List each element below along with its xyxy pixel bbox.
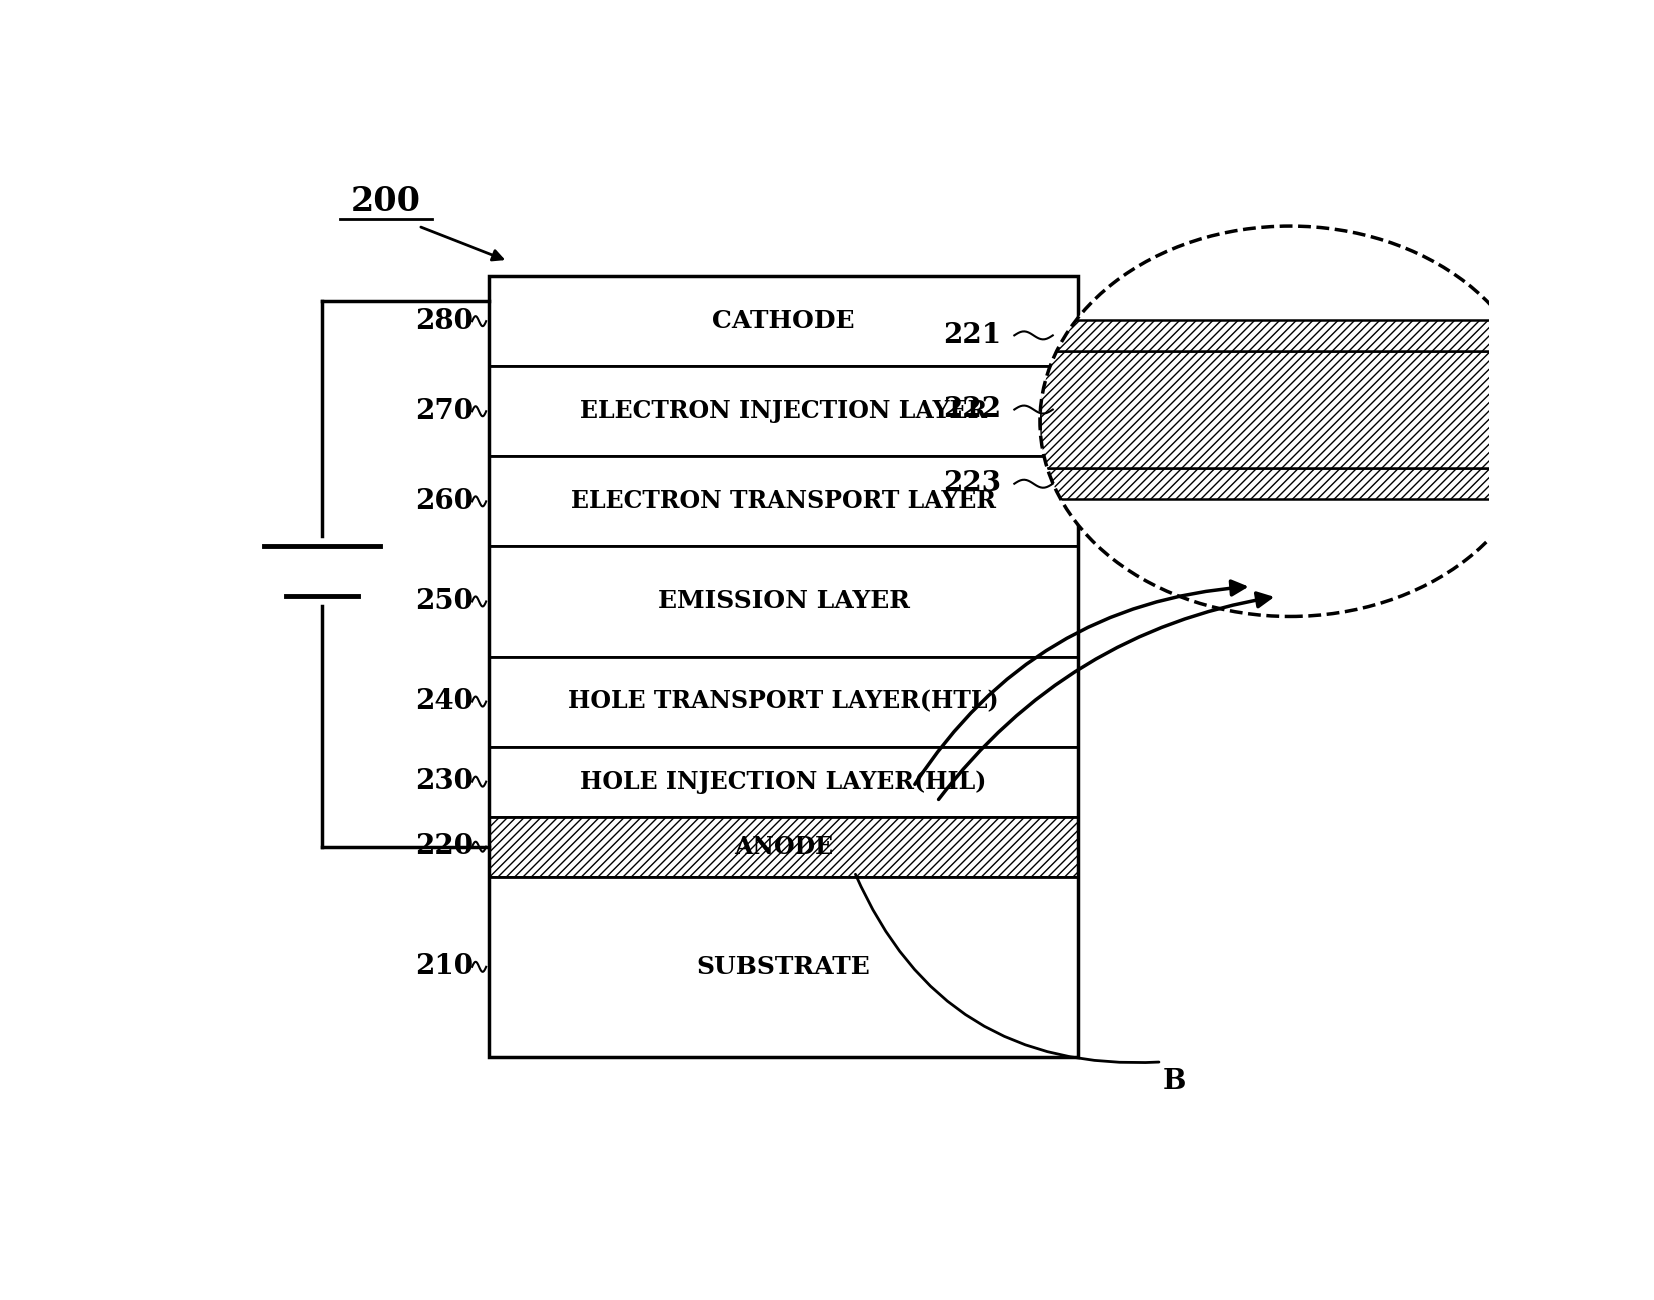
Text: 222: 222 [943,396,1001,422]
Text: 270: 270 [415,398,473,425]
Text: ELECTRON TRANSPORT LAYER: ELECTRON TRANSPORT LAYER [571,489,996,514]
Text: 221: 221 [943,322,1001,348]
Text: 223: 223 [943,471,1001,497]
Bar [490,876,1078,1057]
Text: HOLE TRANSPORT LAYER(HTL): HOLE TRANSPORT LAYER(HTL) [569,689,999,714]
Text: 210: 210 [415,953,473,980]
Bar [490,367,1078,456]
Circle shape [1040,226,1540,616]
Bar [1040,351,1540,468]
Text: HOLE INJECTION LAYER(HIL): HOLE INJECTION LAYER(HIL) [581,770,987,793]
Text: 250: 250 [415,588,473,615]
Text: 280: 280 [415,308,473,334]
Bar [1040,468,1540,499]
Bar [1040,320,1540,351]
Bar [490,656,1078,746]
Text: 200: 200 [351,185,422,217]
Text: 230: 230 [415,768,473,796]
Bar [490,456,1078,546]
Text: 260: 260 [415,488,473,515]
Bar [490,276,1078,367]
Text: EMISSION LAYER: EMISSION LAYER [658,589,910,614]
Text: B: B [1163,1069,1186,1096]
Bar [490,746,1078,816]
Text: 240: 240 [415,688,473,715]
Text: CATHODE: CATHODE [713,309,855,333]
Text: ELECTRON INJECTION LAYER: ELECTRON INJECTION LAYER [581,399,987,424]
Bar [490,276,1078,1057]
Text: ANODE: ANODE [734,835,834,859]
Bar [490,546,1078,656]
Bar [490,816,1078,876]
Text: SUBSTRATE: SUBSTRATE [696,954,870,979]
Text: 220: 220 [415,833,473,861]
